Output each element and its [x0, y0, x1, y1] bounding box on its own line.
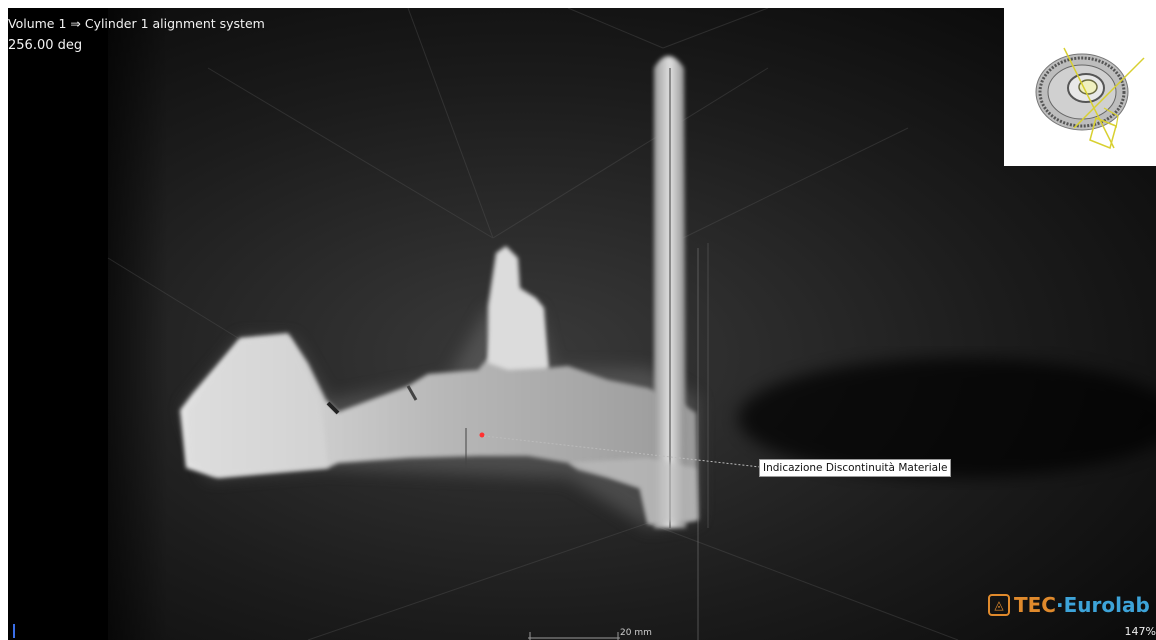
ct-viewport[interactable]: Volume 1 ⇒ Cylinder 1 alignment system 2… [8, 8, 1156, 640]
logo-text-eurolab: Eurolab [1063, 593, 1150, 617]
orientation-thumbnail[interactable] [1004, 8, 1156, 166]
scale-label: 20 mm [620, 628, 652, 638]
rotation-angle: 256.00 deg [8, 38, 83, 53]
logo-text-tec: TEC [1014, 593, 1056, 617]
tec-eurolab-logo: ◬ TEC · Eurolab [988, 593, 1150, 617]
ct-slice-image [8, 8, 1156, 640]
gear-3d-orientation-icon [1035, 47, 1145, 150]
logo-separator: · [1055, 593, 1064, 617]
axis-indicator-icon [13, 624, 15, 638]
zoom-level: 147% [1124, 625, 1156, 638]
view-title: Volume 1 ⇒ Cylinder 1 alignment system [8, 16, 265, 31]
scale-bar [528, 632, 620, 640]
annotation-label[interactable]: Indicazione Discontinuità Materiale [759, 459, 952, 477]
tec-logo-icon: ◬ [988, 594, 1010, 616]
